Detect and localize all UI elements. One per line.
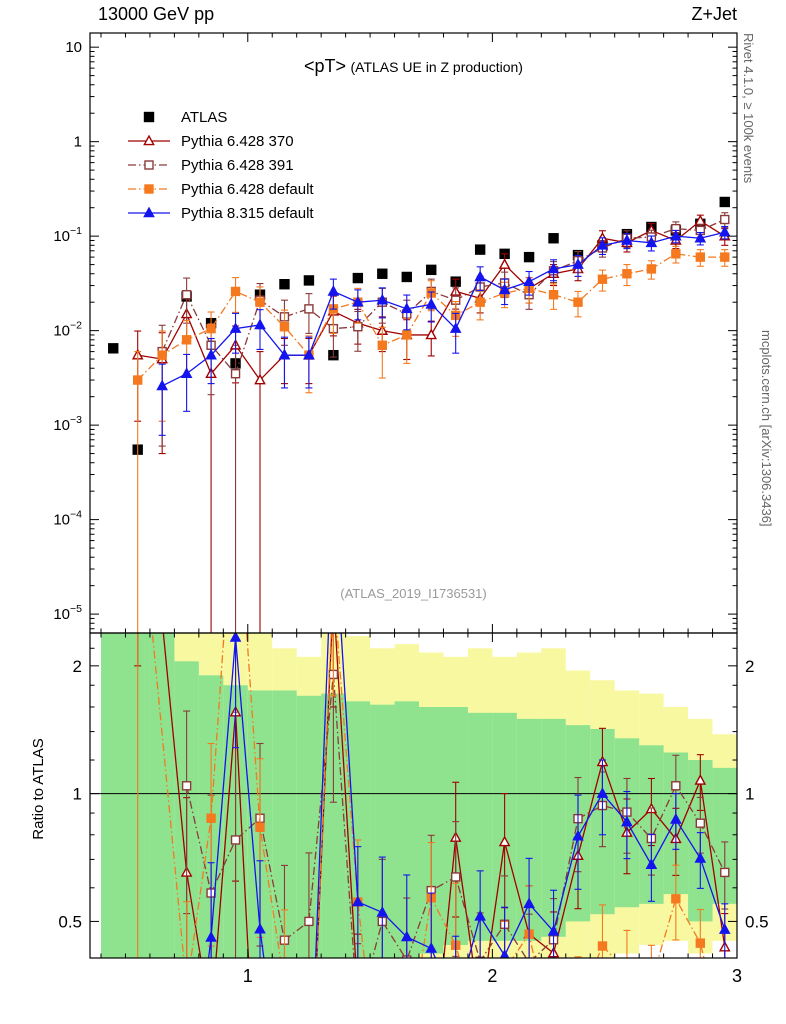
rivet-version-note: Rivet 4.1.0, ≥ 100k events [741, 33, 756, 184]
svg-text:10−1: 10−1 [53, 225, 82, 245]
svg-text:10−5: 10−5 [53, 603, 82, 623]
svg-text:1: 1 [243, 966, 253, 986]
analysis-id-watermark: (ATLAS_2019_I1736531) [340, 586, 487, 601]
main-series-pythia-6-428-default [132, 245, 730, 633]
legend-label-pythia-6-428-391: Pythia 6.428 391 [181, 156, 294, 174]
legend-label-atlas: ATLAS [181, 108, 228, 126]
svg-text:1: 1 [74, 134, 82, 151]
plot-title: <pT> (ATLAS UE in Z production) [90, 56, 737, 77]
main-series-pythia-6-428-370 [131, 214, 731, 633]
legend-item-atlas: ATLAS [126, 107, 314, 127]
legend-marker-pythia-6-428-370-icon [128, 134, 170, 146]
legend-item-pythia-6-428-391: Pythia 6.428 391 [126, 155, 314, 175]
legend-label-pythia-8-315-default: Pythia 8.315 default [181, 204, 314, 222]
legend-marker-atlas-icon [143, 111, 155, 123]
legend-label-pythia-6-428-default: Pythia 6.428 default [181, 180, 314, 198]
legend-item-pythia-6-428-370: Pythia 6.428 370 [126, 131, 314, 151]
svg-text:1: 1 [73, 785, 82, 804]
svg-text:2: 2 [487, 966, 497, 986]
process-label: Z+Jet [691, 4, 737, 24]
legend-item-pythia-8-315-default: Pythia 8.315 default [126, 203, 314, 223]
observable-name: <pT> [304, 56, 347, 76]
legend: ATLAS Pythia 6.428 370 Pythia 6.428 391 Pyt… [126, 107, 314, 223]
legend-label-pythia-6-428-370: Pythia 6.428 370 [181, 132, 294, 150]
mcplots-reference-note: mcplots.cern.ch [arXiv:1306.3436] [759, 330, 774, 527]
svg-text:0.5: 0.5 [58, 912, 82, 931]
panel-frames [89, 32, 738, 959]
svg-text:10−4: 10−4 [53, 509, 82, 529]
beam-energy-label: 13000 GeV pp [98, 4, 215, 24]
svg-text:10: 10 [65, 39, 82, 56]
ratio-series-pythia-8-315-default [205, 633, 731, 958]
axis-ticks [90, 33, 738, 958]
legend-item-pythia-6-428-default: Pythia 6.428 default [126, 179, 314, 199]
svg-text:1: 1 [745, 785, 754, 804]
svg-text:2: 2 [73, 657, 82, 676]
svg-text:10−2: 10−2 [53, 320, 82, 340]
svg-text:2: 2 [745, 657, 754, 676]
main-series-pythia-6-428-391 [157, 212, 730, 633]
legend-marker-pythia-8-315-default-icon [128, 206, 170, 218]
legend-marker-pythia-6-428-default-icon [128, 184, 170, 194]
ratio-uncertainty-bands [101, 633, 737, 958]
observable-subtitle: (ATLAS UE in Z production) [350, 59, 523, 75]
legend-marker-pythia-6-428-391-icon [128, 160, 170, 170]
svg-text:3: 3 [732, 966, 742, 986]
main-series-pythia-8-315-default [156, 225, 731, 436]
svg-text:0.5: 0.5 [745, 912, 769, 931]
svg-text:10−3: 10−3 [53, 414, 82, 434]
